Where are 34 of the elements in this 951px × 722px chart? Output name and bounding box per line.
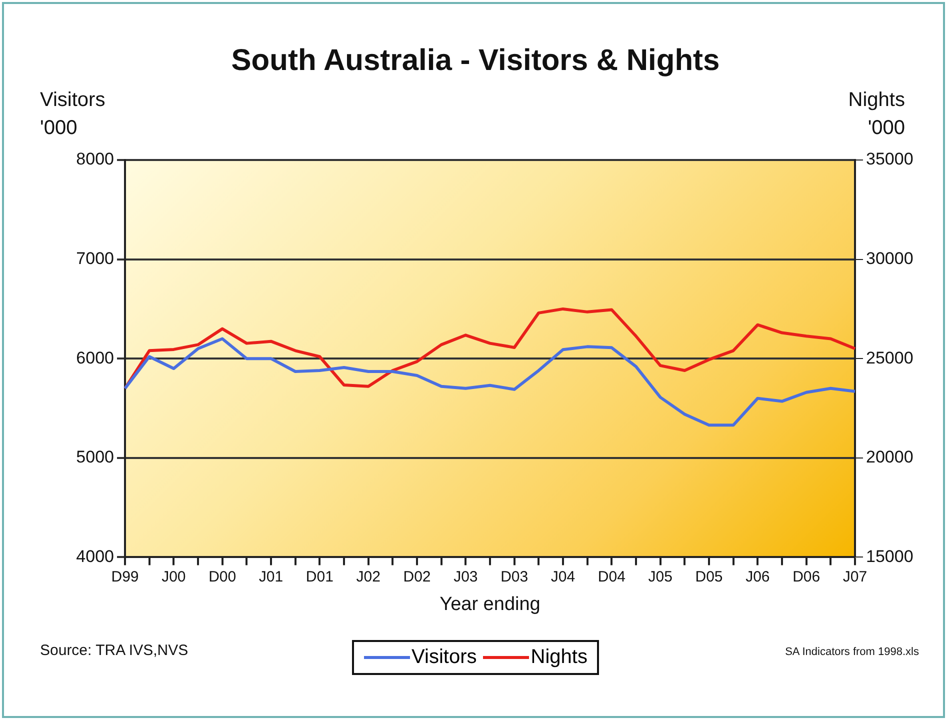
chart-title: South Australia - Visitors & Nights bbox=[230, 44, 721, 78]
x-tick-label: D04 bbox=[598, 568, 626, 586]
x-tick-label: D03 bbox=[500, 568, 528, 586]
y-tick-label: 8000 bbox=[76, 150, 114, 169]
y2-tick-label: 35000 bbox=[866, 150, 914, 169]
x-tick-label: J07 bbox=[842, 568, 868, 586]
y2-tick-label: 30000 bbox=[866, 248, 914, 268]
x-tick-label: D06 bbox=[792, 568, 820, 586]
y-axis-title: Visitors '000 bbox=[40, 88, 106, 141]
x-tick-label: D00 bbox=[208, 568, 236, 586]
x-tick-label: J03 bbox=[454, 568, 478, 586]
y2-axis-title: Nights '000 bbox=[848, 88, 905, 141]
x-tick-label: J02 bbox=[356, 568, 380, 586]
x-axis-title: Year ending bbox=[440, 594, 540, 615]
x-tick-label: J00 bbox=[162, 568, 186, 586]
y-tick-label: 7000 bbox=[76, 248, 114, 268]
y2-tick-label: 15000 bbox=[866, 546, 914, 566]
y-tick-label: 4000 bbox=[76, 546, 114, 566]
x-tick-label: D99 bbox=[111, 568, 139, 586]
source-note: Source: TRA IVS,NVS bbox=[40, 642, 188, 659]
x-tick-label: J04 bbox=[550, 568, 576, 586]
y-tick-label: 5000 bbox=[76, 448, 114, 467]
legend-label: Nights bbox=[530, 646, 588, 669]
y-tick-label: 6000 bbox=[76, 348, 114, 368]
x-tick-label: D05 bbox=[695, 568, 723, 586]
x-tick-label: J05 bbox=[648, 568, 672, 586]
x-tick-label: D01 bbox=[306, 568, 334, 586]
x-tick-label: D02 bbox=[403, 568, 431, 586]
legend-label: Visitors bbox=[410, 646, 477, 669]
y2-tick-label: 20000 bbox=[866, 448, 914, 467]
text: SA Indicators from 1998.xls bbox=[785, 646, 919, 658]
y2-tick-label: 25000 bbox=[866, 348, 914, 368]
x-tick-label: J01 bbox=[258, 568, 284, 586]
x-tick-label: J06 bbox=[746, 568, 770, 586]
